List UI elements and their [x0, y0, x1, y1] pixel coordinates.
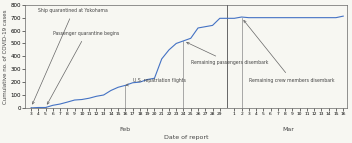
- Text: Remaining passengers disembark: Remaining passengers disembark: [187, 42, 268, 65]
- Text: Remaining crew members disembark: Remaining crew members disembark: [244, 20, 334, 83]
- Y-axis label: Cumulative no. of COVID-19 cases: Cumulative no. of COVID-19 cases: [3, 9, 8, 104]
- Text: U.S. repatriation flights: U.S. repatriation flights: [126, 78, 186, 86]
- Text: Feb: Feb: [120, 127, 131, 132]
- Text: Ship quarantined at Yokohama: Ship quarantined at Yokohama: [32, 8, 108, 104]
- X-axis label: Date of report: Date of report: [164, 135, 208, 140]
- Text: Passenger quarantine begins: Passenger quarantine begins: [47, 31, 119, 104]
- Text: Mar: Mar: [283, 127, 295, 132]
